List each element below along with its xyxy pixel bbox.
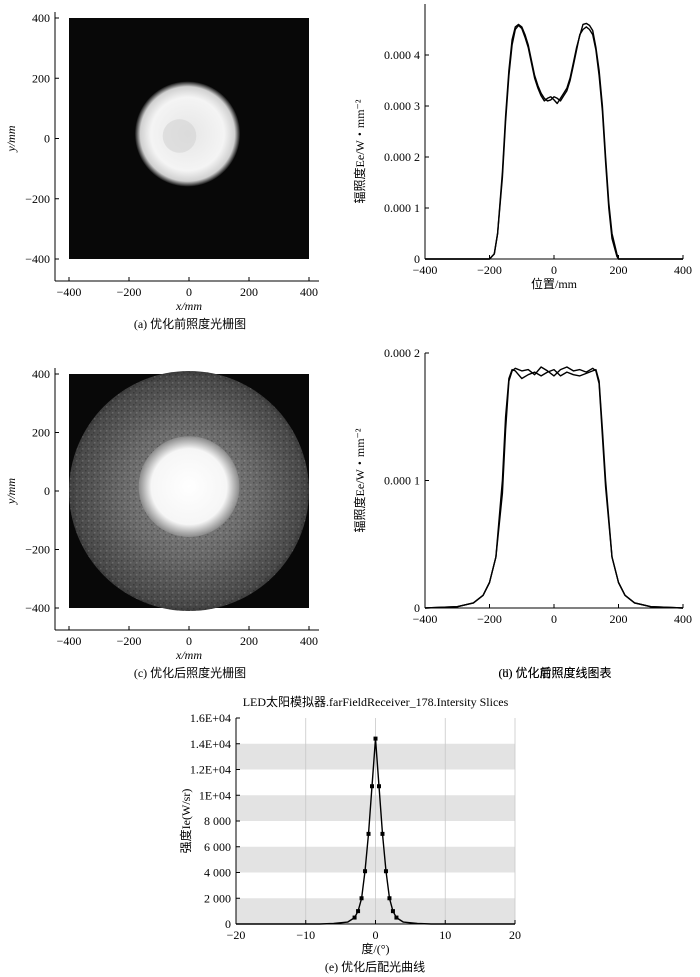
x-tick-label: 400 xyxy=(300,285,318,299)
panel-caption: (a) 优化前照度光栅图 xyxy=(134,316,246,331)
series-marker xyxy=(376,784,381,789)
y-axis-title: 辐照度Ee/W・mm⁻² xyxy=(352,428,367,532)
x-tick-label: −400 xyxy=(413,612,438,626)
x-tick-label: −10 xyxy=(296,928,315,942)
y-axis-title: 辐照度Ee/W・mm⁻² xyxy=(352,99,367,203)
x-tick-label: −200 xyxy=(117,634,142,648)
x-tick-label: 0 xyxy=(551,263,557,277)
x-tick-label: 400 xyxy=(300,634,318,648)
y-tick-label: 0 xyxy=(44,132,50,146)
x-tick-label: 0 xyxy=(373,928,379,942)
y-tick-label: 400 xyxy=(32,367,50,381)
chart-title: LED太阳模拟器.farFieldReceiver_178.Intersity … xyxy=(243,694,509,709)
y-tick-label: 2 000 xyxy=(204,891,231,905)
y-tick-label: 200 xyxy=(32,426,50,440)
x-tick-label: 400 xyxy=(674,612,692,626)
chart-panel-4: −20 −10 0 10 20 0 2 000 4 000 6 000 8 000 1E+04 1.2… xyxy=(178,694,521,974)
series-marker xyxy=(390,909,395,914)
panel-caption: (e) 优化后配光曲线 xyxy=(325,960,425,974)
x-tick-label: 10 xyxy=(439,928,451,942)
series-marker xyxy=(373,736,378,741)
y-tick-label: 0.000 4 xyxy=(384,48,420,62)
chart-panel-1: −400 −200 0 200 400 0 0.000 1 0.000 2 0.000 3 0.0… xyxy=(352,4,692,680)
chart-panel-0: −400 −200 0 200 400 400 200 0 −200 −400 x/mm y/mm (a… xyxy=(4,11,319,331)
x-tick-label: −400 xyxy=(57,634,82,648)
x-tick-label: 200 xyxy=(610,263,628,277)
x-tick-label: −400 xyxy=(57,285,82,299)
y-tick-label: 200 xyxy=(32,71,50,85)
x-axis-title: 位置/mm xyxy=(531,276,578,291)
raster-spot xyxy=(138,436,240,538)
y-tick-label: 0 xyxy=(414,601,420,615)
y-tick-label: 0.000 1 xyxy=(384,474,420,488)
series-marker xyxy=(366,831,371,836)
series-marker xyxy=(363,869,368,874)
y-tick-label: −400 xyxy=(25,252,50,266)
series-line-1 xyxy=(425,22,683,260)
y-tick-label: 1E+04 xyxy=(199,788,231,802)
x-tick-label: 200 xyxy=(240,285,258,299)
y-tick-label: 4 000 xyxy=(204,866,231,880)
y-tick-label: 0.000 3 xyxy=(384,99,420,113)
x-tick-label: 400 xyxy=(674,263,692,277)
chart-panel-2: −400 −200 0 200 400 400 200 0 −200 −400 x/mm y/mm (c… xyxy=(4,367,319,680)
panel-caption: (d) 优化后照度线图表 xyxy=(499,665,612,680)
plot-background xyxy=(425,4,683,259)
series-marker xyxy=(380,831,385,836)
y-axis-title: 强度Ie(W/sr) xyxy=(178,789,193,854)
y-tick-label: 0 xyxy=(414,252,420,266)
series-marker xyxy=(352,915,357,920)
y-tick-label: −400 xyxy=(25,601,50,615)
x-axis-title: x/mm xyxy=(175,648,202,662)
y-axis-title: y/mm xyxy=(4,125,18,152)
x-tick-label: −400 xyxy=(413,263,438,277)
series-marker xyxy=(370,784,375,789)
chart-panel-3: −400 −200 0 200 400 0 0.000 1 0.000 2 辐照度Ee/W・mm… xyxy=(352,346,692,680)
series-marker xyxy=(356,909,361,914)
x-axis-title: 度/(°) xyxy=(361,941,389,956)
x-tick-label: 200 xyxy=(240,634,258,648)
y-tick-label: −200 xyxy=(25,192,50,206)
x-tick-label: 0 xyxy=(186,634,192,648)
series-marker xyxy=(383,869,388,874)
x-tick-label: 20 xyxy=(509,928,521,942)
x-tick-label: 200 xyxy=(610,612,628,626)
y-tick-label: 1.2E+04 xyxy=(190,763,231,777)
y-tick-label: 400 xyxy=(32,11,50,25)
y-tick-label: 0.000 1 xyxy=(384,201,420,215)
y-tick-label: 0.000 2 xyxy=(384,346,420,360)
y-tick-label: 0 xyxy=(225,917,231,931)
x-axis-title: x/mm xyxy=(175,299,202,313)
x-tick-label: 0 xyxy=(186,285,192,299)
series-line-1 xyxy=(424,366,684,609)
y-tick-label: 8 000 xyxy=(204,814,231,828)
y-tick-label: 1.4E+04 xyxy=(190,737,231,751)
panel-caption: (c) 优化后照度光栅图 xyxy=(134,665,246,680)
y-tick-label: 6 000 xyxy=(204,840,231,854)
plot-background xyxy=(425,353,683,608)
x-tick-label: −20 xyxy=(227,928,246,942)
y-axis-title: y/mm xyxy=(4,478,18,505)
raster-spot-core xyxy=(162,119,197,153)
series-marker xyxy=(359,896,364,901)
y-tick-label: 0 xyxy=(44,484,50,498)
series-marker xyxy=(394,915,399,920)
x-tick-label: −200 xyxy=(117,285,142,299)
panel-caption: (b) 优化前照度线图表 xyxy=(499,665,612,680)
y-tick-label: 1.6E+04 xyxy=(190,711,231,725)
x-tick-label: 0 xyxy=(551,612,557,626)
y-tick-label: 0.000 2 xyxy=(384,150,420,164)
x-tick-label: −200 xyxy=(477,263,502,277)
series-marker xyxy=(387,896,392,901)
y-tick-label: −200 xyxy=(25,543,50,557)
x-tick-label: −200 xyxy=(477,612,502,626)
